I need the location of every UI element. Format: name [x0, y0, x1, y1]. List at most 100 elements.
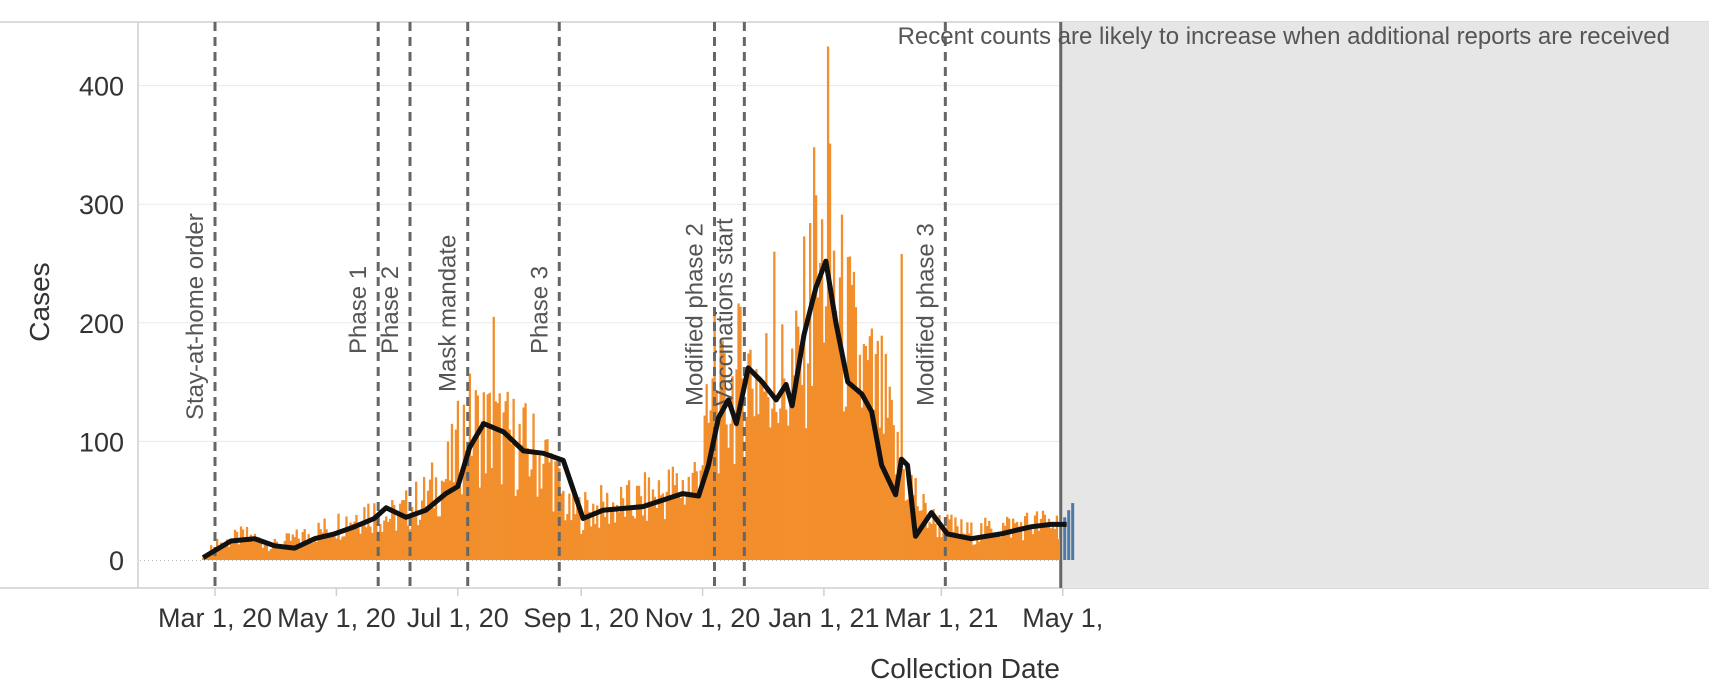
case-bar: [424, 506, 428, 560]
case-bar: [900, 254, 903, 560]
case-bar: [341, 536, 344, 560]
case-bar: [635, 485, 639, 560]
case-bar: [753, 416, 756, 560]
case-bar: [801, 384, 804, 560]
case-bar: [385, 516, 388, 560]
case-bar: [962, 533, 965, 560]
case-bar: [749, 349, 752, 560]
case-bar: [343, 536, 346, 560]
case-bar: [411, 507, 414, 560]
case-bar: [391, 500, 394, 560]
case-bar: [783, 378, 786, 560]
case-bar: [691, 472, 694, 560]
recent-counts-note: Recent counts are likely to increase whe…: [898, 23, 1670, 50]
case-bar: [202, 557, 205, 560]
case-bar: [574, 514, 577, 560]
case-bar: [793, 375, 796, 560]
case-bar: [420, 500, 424, 560]
case-bar: [484, 473, 487, 560]
case-bar: [926, 527, 929, 560]
case-bar: [468, 373, 472, 560]
case-bar: [231, 538, 235, 560]
case-bar: [359, 533, 362, 560]
case-bar: [458, 486, 462, 560]
case-bar: [588, 511, 591, 560]
case-bar: [721, 340, 724, 560]
case-bar: [803, 236, 806, 560]
case-bar: [225, 539, 229, 560]
case-bar: [1011, 518, 1015, 560]
case-bar: [309, 542, 312, 560]
case-bar: [1008, 518, 1011, 560]
event-label: Modified phase 2: [681, 223, 708, 406]
case-bar: [430, 462, 434, 560]
case-bar: [663, 519, 667, 560]
case-bar: [765, 333, 768, 560]
case-bar: [701, 465, 704, 560]
case-bar: [844, 406, 848, 560]
case-bar: [558, 468, 561, 560]
case-bar: [856, 392, 860, 560]
event-label: Mask mandate: [435, 235, 462, 392]
case-bar: [432, 508, 436, 560]
case-bar: [235, 531, 239, 560]
case-bar: [1057, 539, 1061, 560]
case-bar: [389, 518, 392, 560]
case-bar: [942, 525, 945, 560]
case-bar: [729, 423, 732, 560]
case-bar: [1000, 537, 1003, 560]
case-bar: [882, 433, 885, 560]
case-bar: [811, 385, 814, 560]
case-bar: [956, 526, 959, 560]
case-bar: [1045, 522, 1049, 560]
case-bar: [536, 496, 539, 560]
case-bar: [950, 514, 953, 560]
case-bar: [265, 542, 269, 560]
case-bar: [739, 306, 742, 560]
case-bar: [502, 412, 505, 560]
case-bar: [990, 528, 993, 560]
case-bar: [212, 552, 215, 560]
case-bar: [550, 453, 553, 560]
case-bar: [1021, 540, 1025, 560]
case-bar: [486, 394, 489, 560]
case-bar: [393, 505, 396, 560]
case-bar: [383, 520, 386, 560]
case-bar: [532, 413, 535, 560]
case-bar: [351, 524, 354, 560]
case-bar: [631, 515, 635, 560]
case-bar: [799, 345, 802, 560]
case-bar: [619, 486, 623, 560]
case-bar: [275, 541, 278, 560]
case-bar: [805, 428, 808, 560]
event-label: Phase 3: [526, 266, 553, 354]
event-label: Stay-at-home order: [182, 213, 209, 420]
case-bar: [958, 535, 961, 560]
case-bar: [637, 485, 641, 560]
case-bar: [641, 515, 645, 560]
case-bar: [253, 533, 257, 560]
case-bar: [279, 544, 282, 560]
case-bar: [259, 542, 263, 560]
y-tick-label: 400: [79, 72, 124, 102]
case-bar: [685, 492, 688, 560]
case-bar: [544, 439, 547, 560]
recent-period-shade: [1059, 22, 1709, 588]
case-bar: [512, 398, 515, 560]
case-bar: [797, 326, 800, 560]
case-bar: [584, 491, 587, 560]
case-bar: [508, 429, 511, 560]
case-bar: [934, 523, 937, 560]
case-bar: [703, 415, 706, 560]
case-bar: [966, 522, 969, 560]
case-bar: [327, 536, 330, 560]
case-bar: [606, 492, 609, 560]
case-bar: [994, 536, 997, 560]
case-bar: [317, 522, 320, 560]
case-bar: [377, 531, 380, 560]
x-tick-label: Jul 1, 20: [407, 603, 509, 633]
case-bar: [329, 533, 332, 560]
case-bar: [647, 477, 651, 560]
case-bar: [880, 335, 883, 560]
case-bar: [779, 408, 782, 560]
